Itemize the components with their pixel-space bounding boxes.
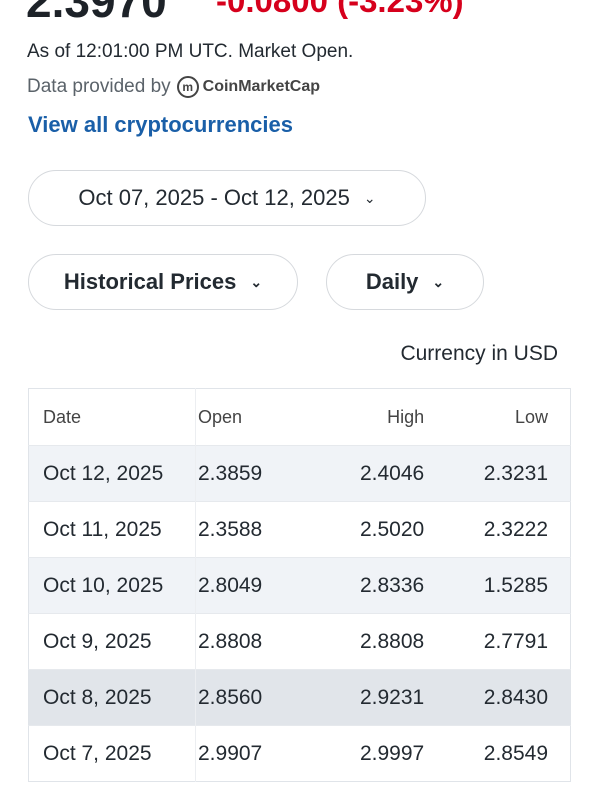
header-low: Low [514, 406, 548, 427]
coinmarketcap-icon: m [176, 76, 199, 98]
frequency-label: Daily [365, 269, 419, 294]
cell-low: 1.5285 [446, 557, 571, 614]
cell-date: Oct 8, 2025 [28, 669, 196, 726]
cell-open: 2.3859 [194, 445, 323, 502]
header-date: Date [43, 406, 82, 427]
price-change: -0.0800 (-3.23%) [216, 0, 464, 19]
coinmarketcap-logo[interactable]: m CoinMarketCap [176, 76, 321, 98]
cell-date: Oct 10, 2025 [28, 557, 196, 614]
table-row: Oct 11, 2025 2.3588 2.5020 2.3222 [28, 501, 571, 558]
current-price: 2.3970 [26, 0, 167, 27]
data-type-dropdown[interactable]: Historical Prices ⌄ [28, 254, 298, 310]
view-all-cryptocurrencies-link[interactable]: View all cryptocurrencies [28, 112, 293, 137]
cell-open: 2.8808 [194, 613, 323, 670]
provider-name: CoinMarketCap [202, 78, 321, 95]
table-row: Oct 8, 2025 2.8560 2.9231 2.8430 [28, 669, 571, 726]
cell-open: 2.8049 [194, 557, 323, 614]
chevron-down-icon: ⌄ [250, 273, 263, 290]
cell-high: 2.5020 [322, 501, 447, 558]
provided-by-label: Data provided by [27, 76, 171, 97]
cell-open: 2.9907 [194, 725, 323, 782]
as-of-timestamp: As of 12:01:00 PM UTC. Market Open. [27, 41, 354, 62]
cell-high: 2.4046 [322, 445, 447, 502]
data-provider: Data provided by m CoinMarketCap [27, 76, 320, 98]
cell-low: 2.3222 [446, 501, 571, 558]
header-high: High [387, 406, 425, 427]
cell-high: 2.8336 [322, 557, 447, 614]
cell-open: 2.8560 [194, 669, 323, 726]
data-type-label: Historical Prices [63, 269, 237, 294]
cell-low: 2.7791 [446, 613, 571, 670]
cell-high: 2.9997 [322, 725, 447, 782]
chevron-down-icon: ⌄ [432, 273, 445, 290]
table-row: Oct 9, 2025 2.8808 2.8808 2.7791 [28, 613, 571, 670]
date-range-picker[interactable]: Oct 07, 2025 - Oct 12, 2025 ⌄ [28, 170, 426, 226]
cell-high: 2.9231 [322, 669, 447, 726]
table-header-row: Date Open High Low [29, 388, 571, 446]
currency-note: Currency in USD [400, 342, 558, 365]
date-range-label: Oct 07, 2025 - Oct 12, 2025 [78, 185, 350, 210]
cell-date: Oct 9, 2025 [28, 613, 196, 670]
table-row: Oct 12, 2025 2.3859 2.4046 2.3231 [28, 445, 571, 502]
cell-high: 2.8808 [322, 613, 447, 670]
cell-open: 2.3588 [194, 501, 323, 558]
cell-low: 2.8430 [446, 669, 571, 726]
table-row: Oct 7, 2025 2.9907 2.9997 2.8549 [28, 725, 571, 782]
header-open: Open [194, 388, 323, 446]
cell-low: 2.8549 [446, 725, 571, 782]
frequency-dropdown[interactable]: Daily ⌄ [326, 254, 484, 310]
cell-date: Oct 12, 2025 [28, 445, 196, 502]
chevron-down-icon: ⌄ [363, 189, 376, 206]
cell-date: Oct 7, 2025 [28, 725, 196, 782]
cell-date: Oct 11, 2025 [28, 501, 196, 558]
table-row: Oct 10, 2025 2.8049 2.8336 1.5285 [28, 557, 571, 614]
historical-prices-table: Date Open High Low Oct 12, 2025 2.3859 2.4… [28, 388, 571, 782]
cell-low: 2.3231 [446, 445, 571, 502]
